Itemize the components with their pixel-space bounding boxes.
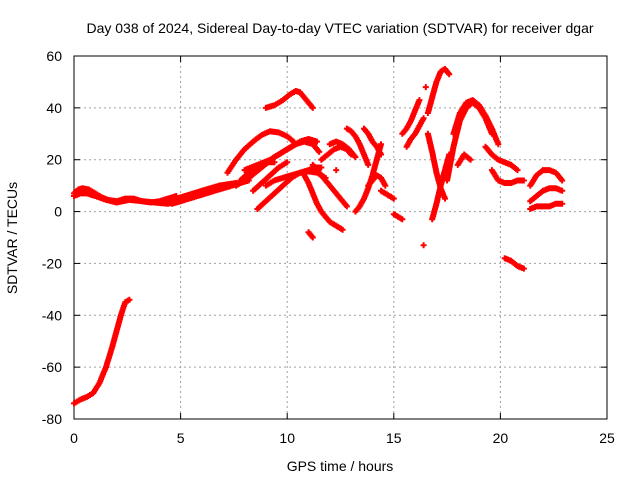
y-tick-label: 40 [46,100,62,116]
series-arc-ae [527,167,566,189]
data-point-marks [527,167,566,189]
series-arc-b [224,128,297,176]
data-point-marks [399,97,423,137]
series-arc-af [527,185,566,205]
data-point-marks [250,159,291,194]
series-arc-y [444,99,495,184]
x-tick-label: 20 [493,430,509,446]
data-point-marks [333,167,340,174]
data-point-marks [424,66,453,116]
data-point-marks [378,187,397,202]
data-point-marks [237,159,278,184]
data-point-marks [173,180,239,202]
data-point-marks [365,172,389,189]
grid-lines [74,56,607,419]
data-point-marks [420,242,427,249]
data-point-marks [422,84,429,91]
series-arc-s [390,211,406,223]
series-arc-t [399,97,423,137]
data-point-marks [309,161,350,210]
series-arc-9-11 [262,88,316,111]
y-tick-label: 60 [46,48,62,64]
axis-ticks: 0 5 10 15 20 25 -80 -60 -40 -20 0 20 40 60 [42,48,615,446]
data-point-marks [527,200,566,212]
series-arc-ab [482,143,521,174]
y-tick-label: -80 [42,411,62,427]
data-point-marks [444,99,495,184]
y-tick-label: -40 [42,307,62,323]
data-point-marks [224,128,297,176]
series-arc-q [365,172,389,189]
data-point-marks [454,151,474,168]
series-arc-p [361,125,384,158]
series-arc-m [326,138,359,161]
y-axis-label: SDTVAR / TECUs [4,182,20,294]
y-tick-label: -60 [42,359,62,375]
data-point-marks [403,115,427,150]
x-tick-label: 10 [279,430,295,446]
data-point-marks [527,185,566,205]
data-point-marks [450,97,502,148]
series-arc-ac [488,167,527,186]
plot-frame [73,55,608,420]
series-arc-u [403,115,427,150]
series-arc-ag [527,200,566,212]
y-tick-label: -20 [42,255,62,271]
data-point-marks [343,125,372,168]
series-base-d [173,180,239,202]
data-marks [71,66,566,407]
series-arc-v [424,66,453,116]
series-isolated-c [333,167,340,174]
y-tick-label: 20 [46,152,62,168]
data-point-marks [361,125,384,158]
data-point-marks [501,255,527,272]
series-arc-k [305,229,316,241]
data-point-marks [390,211,406,223]
y-tick-label: 0 [54,204,62,220]
data-point-marks [305,229,316,241]
data-point-marks [429,151,453,223]
data-point-marks [301,172,346,233]
series-arc-h [250,159,291,194]
series-arc-r [378,187,397,202]
x-tick-label: 25 [599,430,615,446]
x-tick-label: 15 [386,430,402,446]
series-isolated-a [420,242,427,249]
data-point-marks [482,143,521,174]
series-arc-n [343,125,372,168]
data-point-marks [71,296,133,407]
series-arc-g [237,159,278,184]
data-point-marks [326,138,359,161]
x-axis-label: GPS time / hours [287,458,394,474]
series-arc-ad [501,255,527,272]
x-tick-label: 5 [177,430,185,446]
data-point-marks [488,167,527,186]
x-tick-label: 0 [70,430,78,446]
series-arc-j [309,161,350,210]
series-isolated-b [422,84,429,91]
series-arc-x [429,151,453,223]
series-arc-aa [454,151,474,168]
series-arc-z [450,97,502,148]
data-point-marks [262,88,316,111]
chart-title: Day 038 of 2024, Sidereal Day-to-day VTE… [86,20,593,36]
series-arc-i [301,172,346,233]
series-arc-early [71,296,133,407]
